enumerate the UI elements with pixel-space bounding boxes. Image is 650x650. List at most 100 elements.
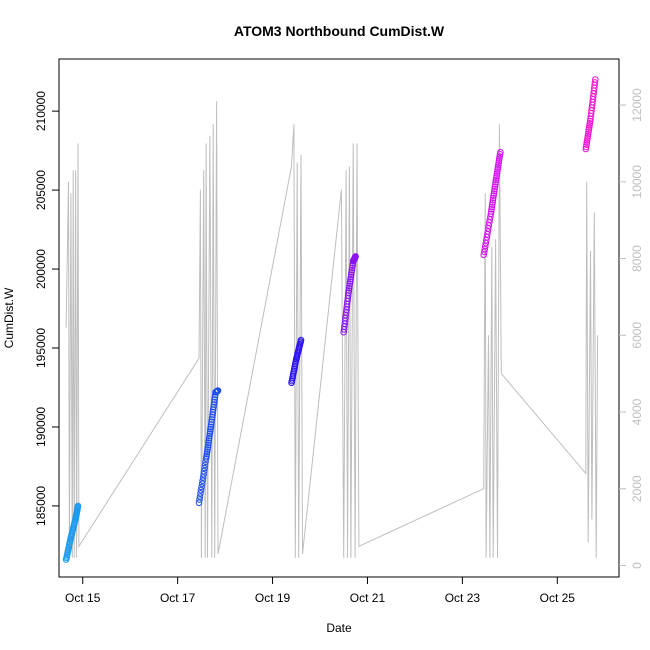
y-tick-label: 195000 — [34, 328, 48, 368]
data-point — [201, 461, 209, 469]
data-point — [491, 185, 498, 193]
data-point — [583, 139, 591, 146]
series-4 — [340, 253, 359, 336]
data-point — [204, 446, 211, 453]
data-point — [489, 196, 497, 204]
data-point — [199, 477, 206, 485]
data-point — [214, 387, 222, 394]
data-point — [489, 199, 496, 206]
points-layer — [62, 76, 599, 563]
x-tick-label: Oct 23 — [445, 591, 481, 605]
y2-tick-label: 4000 — [630, 398, 644, 425]
data-point — [210, 401, 218, 408]
plot-frame — [58, 58, 620, 578]
data-point — [585, 124, 593, 131]
secondary-line — [65, 101, 599, 558]
data-point — [205, 437, 213, 444]
data-point — [586, 117, 594, 125]
x-tick-label: Oct 21 — [350, 591, 386, 605]
data-point — [494, 163, 502, 171]
series-6 — [582, 76, 599, 153]
data-point — [488, 206, 495, 213]
y2-tick-label: 0 — [630, 562, 644, 569]
data-point — [74, 502, 82, 510]
data-point — [496, 153, 504, 160]
data-point — [197, 490, 204, 497]
data-point — [487, 210, 495, 218]
series-5 — [480, 148, 504, 259]
data-point — [346, 278, 354, 285]
y2-tick-label: 12000 — [630, 88, 644, 122]
data-point — [208, 413, 216, 421]
y2-axis: 0 2000 4000 6000 8000 10000 12000 — [619, 88, 644, 569]
series-2 — [195, 387, 222, 507]
data-point — [200, 471, 207, 478]
data-point — [347, 271, 355, 279]
data-point — [196, 493, 204, 500]
data-point — [488, 203, 496, 211]
x-tick-label: Oct 19 — [255, 591, 291, 605]
data-point — [199, 474, 207, 481]
data-point — [345, 287, 353, 294]
data-point — [206, 432, 213, 440]
data-point — [201, 464, 208, 472]
data-point — [208, 416, 216, 423]
data-point — [352, 253, 359, 260]
y-axis-label: CumDist.W — [2, 287, 16, 348]
data-point — [205, 434, 213, 442]
data-point — [207, 423, 215, 431]
data-point — [196, 496, 203, 503]
y2-tick-label: 10000 — [630, 165, 644, 199]
x-axis-label: Date — [326, 621, 352, 635]
data-point — [492, 178, 499, 186]
data-point — [204, 441, 212, 449]
x-tick-label: Oct 25 — [540, 591, 576, 605]
data-point — [347, 273, 355, 281]
data-point — [348, 266, 356, 274]
data-point — [209, 406, 217, 413]
data-point — [198, 483, 205, 491]
data-point — [591, 79, 599, 86]
data-point — [209, 408, 217, 416]
y2-tick-label: 8000 — [630, 245, 644, 272]
data-point — [195, 499, 203, 507]
data-point — [346, 282, 353, 290]
data-point — [490, 190, 498, 197]
series-3 — [288, 336, 305, 387]
data-point — [345, 284, 353, 292]
data-point — [494, 168, 501, 175]
data-point — [197, 486, 205, 494]
data-point — [200, 467, 208, 475]
data-point — [203, 450, 211, 458]
x-tick-label: Oct 15 — [65, 591, 101, 605]
data-point — [198, 480, 206, 488]
data-point — [592, 76, 599, 83]
data-point — [205, 439, 212, 447]
data-point — [345, 289, 352, 297]
x-axis: Oct 15 Oct 17 Oct 19 Oct 21 Oct 23 Oct 25 — [65, 577, 575, 605]
y-tick-label: 190000 — [34, 407, 48, 447]
data-point — [347, 275, 354, 283]
data-point — [211, 398, 218, 406]
data-point — [207, 421, 215, 428]
series-1 — [62, 502, 82, 563]
data-point — [211, 396, 218, 404]
data-point — [203, 448, 211, 456]
y-tick-label: 210000 — [34, 91, 48, 131]
data-point — [491, 187, 498, 195]
secondary-line-layer — [65, 101, 599, 558]
y-tick-label: 205000 — [34, 170, 48, 210]
y2-tick-label: 2000 — [630, 475, 644, 502]
data-point — [208, 418, 215, 426]
x-tick-label: Oct 17 — [160, 591, 196, 605]
data-point — [202, 455, 210, 462]
data-point — [497, 148, 504, 156]
data-point — [297, 336, 305, 344]
y2-tick-label: 6000 — [630, 322, 644, 349]
data-point — [209, 411, 216, 418]
y-tick-label: 185000 — [34, 486, 48, 526]
data-point — [490, 192, 497, 199]
data-point — [206, 428, 214, 435]
y-axis: 185000 190000 195000 200000 205000 210000 — [34, 91, 59, 526]
